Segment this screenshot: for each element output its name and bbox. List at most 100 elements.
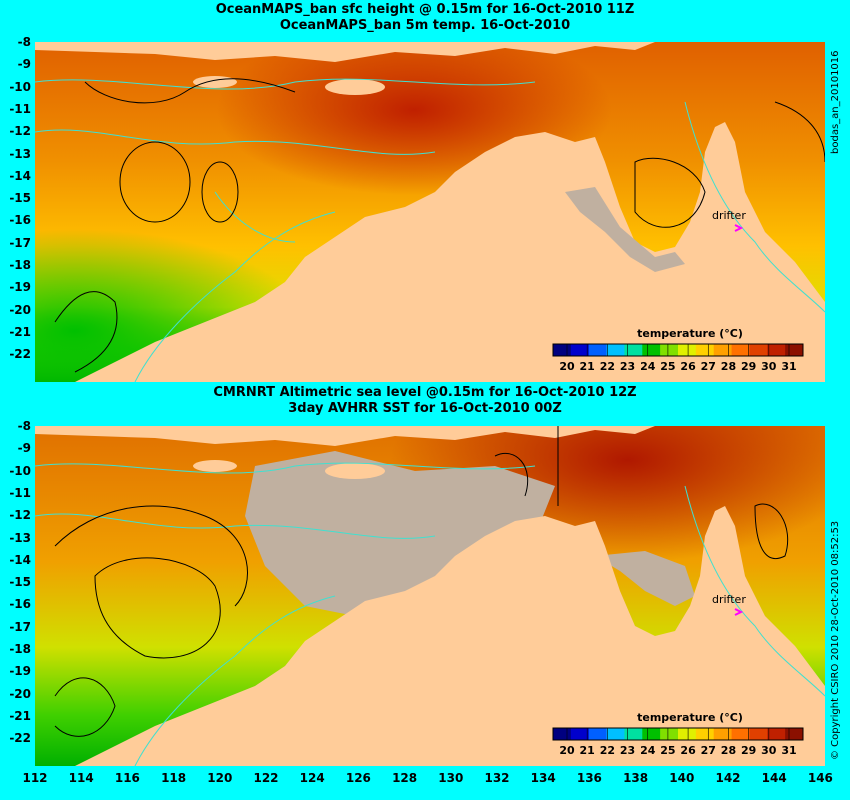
latitude-tick-label: -9 (17, 441, 31, 456)
bottom-colorbar-title: temperature (°C) (637, 711, 743, 724)
bottom-australia-land (75, 506, 825, 766)
longitude-tick-label: 122 (253, 771, 279, 785)
latitude-tick-label: -9 (17, 57, 31, 72)
colorbar-swatch (660, 344, 679, 356)
latitude-tick-label: -17 (9, 235, 31, 250)
colorbar-tick-label: 23 (620, 360, 635, 373)
longitude-tick-label: 114 (68, 771, 94, 785)
latitude-tick-label: -12 (9, 124, 31, 139)
latitude-tick-label: -21 (9, 324, 31, 339)
colorbar-tick-label: 30 (761, 360, 777, 373)
colorbar-swatch (731, 728, 750, 740)
colorbar-tick-label: 28 (721, 360, 736, 373)
colorbar-tick-label: 24 (640, 360, 656, 373)
colorbar-tick-label: 24 (640, 744, 656, 757)
colorbar-swatch (553, 728, 572, 740)
colorbar-swatch (606, 344, 625, 356)
colorbar-swatch (695, 344, 715, 356)
colorbar-swatch (678, 728, 697, 740)
bottom-island-small (193, 460, 237, 472)
latitude-tick-label: -11 (9, 485, 31, 500)
latitude-tick-label: -15 (9, 575, 31, 590)
bottom-map-svg: drifter temperature (°C) 20 21 22 23 24 25 26 2… (35, 426, 825, 766)
longitude-tick-label: 140 (669, 771, 695, 785)
longitude-tick-label: 144 (761, 771, 787, 785)
colorbar-tick-label: 28 (721, 744, 736, 757)
colorbar-swatch (624, 344, 643, 356)
bottom-side-label: © Copyright CSIRO 2010 28-Oct-2010 08:52… (830, 520, 841, 760)
latitude-tick-label: -8 (17, 419, 31, 433)
colorbar-tick-label: 23 (620, 744, 635, 757)
bottom-drifter-label: drifter (712, 593, 746, 606)
colorbar-swatch (785, 728, 804, 740)
colorbar-border (552, 727, 804, 741)
top-drifter-marker (734, 224, 744, 232)
colorbar-tick-label: 26 (680, 744, 696, 757)
bottom-islands (35, 426, 655, 446)
colorbar-swatch (588, 344, 608, 356)
longitude-tick-label: 134 (530, 771, 556, 785)
latitude-tick-label: -21 (9, 708, 31, 723)
longitude-tick-label: 128 (392, 771, 418, 785)
colorbar-swatch (767, 728, 786, 740)
longitude-tick-label: 138 (623, 771, 649, 785)
colorbar-swatch (660, 728, 679, 740)
colorbar-tick-label: 25 (660, 744, 675, 757)
longitude-tick-label: 136 (576, 771, 602, 785)
colorbar-tick-label: 25 (660, 360, 675, 373)
colorbar-border (552, 343, 804, 357)
colorbar-tick-label: 20 (559, 744, 575, 757)
latitude-tick-label: -13 (9, 530, 31, 545)
top-colorbar-title: temperature (°C) (637, 327, 743, 340)
longitude-tick-label: 126 (345, 771, 371, 785)
longitude-tick-label: 112 (22, 771, 48, 785)
bottom-island-timor (325, 463, 385, 479)
bottom-map-panel: drifter temperature (°C) 20 21 22 23 24 25 26 2… (35, 426, 825, 766)
colorbar-tick-label: 27 (701, 744, 716, 757)
top-map-svg: drifter temperature (°C) 20 21 22 23 24 25 26 2… (35, 42, 825, 382)
colorbar-swatch (749, 344, 768, 356)
top-colorbar: 20 21 22 23 24 25 26 27 28 29 30 31 (552, 343, 804, 373)
latitude-tick-label: -12 (9, 508, 31, 523)
latitude-tick-label: -13 (9, 146, 31, 161)
colorbar-swatch (749, 728, 768, 740)
colorbar-swatch (553, 344, 572, 356)
colorbar-tick-label: 21 (580, 360, 595, 373)
colorbar-tick-label: 27 (701, 360, 716, 373)
longitude-tick-label: 124 (299, 771, 325, 785)
colorbar-swatch (695, 728, 715, 740)
colorbar-tick-label: 31 (781, 744, 796, 757)
colorbar-tick-label: 26 (680, 360, 696, 373)
colorbar-tick-label: 22 (600, 744, 615, 757)
colorbar-swatch (713, 728, 733, 740)
top-title-line1: OceanMAPS_ban sfc height @ 0.15m for 16-… (215, 2, 635, 17)
top-island-timor (325, 79, 385, 95)
colorbar-swatch (588, 728, 608, 740)
bottom-sea-level-contours (54, 426, 789, 737)
colorbar-tick-label: 30 (761, 744, 777, 757)
colorbar-tick-label: 29 (741, 360, 756, 373)
latitude-tick-label: -20 (9, 686, 31, 701)
latitude-tick-label: -22 (9, 731, 31, 746)
latitude-tick-label: -19 (9, 664, 31, 679)
top-side-label: bodas_an_20101016 (830, 50, 841, 154)
bottom-missing-gulf (595, 551, 695, 606)
latitude-tick-label: -19 (9, 280, 31, 295)
bottom-drifter-marker (734, 608, 744, 616)
bottom-missing-region (245, 451, 555, 616)
top-island-small (193, 76, 237, 88)
top-islands (35, 42, 655, 62)
bottom-title-line2: 3day AVHRR SST for 16-Oct-2010 00Z (288, 401, 562, 416)
longitude-tick-label: 130 (438, 771, 464, 785)
top-drifter-label: drifter (712, 209, 746, 222)
top-missing-region (565, 187, 685, 272)
latitude-tick-label: -10 (9, 79, 31, 94)
latitude-tick-label: -14 (9, 168, 31, 183)
latitude-tick-label: -18 (9, 642, 31, 656)
colorbar-swatch (785, 344, 804, 356)
top-sea-level-contours (54, 78, 825, 373)
top-title-line2: OceanMAPS_ban 5m temp. 16-Oct-2010 (279, 18, 571, 33)
colorbar-swatch (570, 728, 590, 740)
latitude-tick-label: -15 (9, 191, 31, 206)
colorbar-tick-label: 21 (580, 744, 595, 757)
